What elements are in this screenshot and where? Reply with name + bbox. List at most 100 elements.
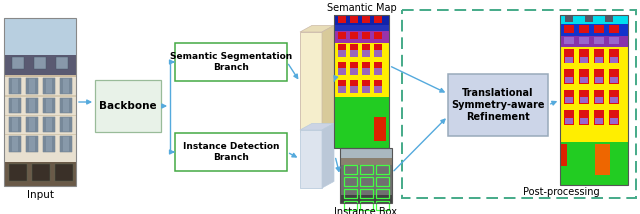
Bar	[43, 117, 55, 132]
Bar	[609, 90, 619, 104]
Bar	[26, 137, 29, 152]
Bar	[95, 80, 161, 132]
Bar	[376, 165, 389, 174]
Bar	[595, 77, 603, 83]
Bar	[52, 79, 55, 94]
Bar	[564, 37, 574, 44]
Bar	[26, 117, 29, 132]
Text: Semantic Segmentation
Branch: Semantic Segmentation Branch	[170, 52, 292, 72]
Bar	[374, 86, 382, 93]
Bar	[579, 69, 589, 84]
Bar	[595, 97, 603, 103]
Bar	[35, 137, 38, 152]
Bar	[340, 195, 392, 203]
Bar	[350, 80, 358, 86]
Bar	[340, 165, 392, 195]
Bar	[26, 98, 38, 113]
Bar	[362, 86, 370, 93]
Bar	[402, 10, 636, 198]
Bar	[35, 98, 38, 113]
Bar	[4, 115, 76, 116]
Bar	[350, 44, 358, 51]
Bar	[340, 158, 392, 165]
Bar	[560, 142, 628, 185]
Bar	[9, 117, 12, 132]
Bar	[362, 62, 370, 68]
Bar	[360, 165, 373, 174]
Bar	[579, 25, 589, 33]
Bar	[565, 118, 573, 124]
Bar	[60, 79, 72, 94]
Bar	[338, 80, 346, 86]
Bar	[175, 43, 287, 81]
Bar	[9, 98, 21, 113]
Bar	[609, 110, 619, 125]
Bar	[60, 117, 72, 132]
Bar	[4, 95, 76, 97]
Bar	[564, 49, 574, 63]
Bar	[594, 69, 604, 84]
Bar	[360, 201, 373, 210]
Bar	[565, 77, 573, 83]
Bar	[344, 201, 357, 210]
Bar	[4, 162, 76, 186]
Bar	[43, 98, 55, 113]
Bar	[43, 137, 46, 152]
Bar	[360, 189, 373, 198]
Bar	[300, 130, 322, 188]
Bar	[609, 25, 619, 33]
Bar	[35, 117, 38, 132]
Text: Translational
Symmetry-aware
Refinement: Translational Symmetry-aware Refinement	[451, 88, 545, 122]
Bar	[334, 31, 389, 43]
Bar	[35, 79, 38, 94]
Bar	[60, 137, 72, 152]
Bar	[344, 177, 357, 186]
Bar	[595, 57, 603, 63]
Bar	[565, 57, 573, 63]
Bar	[579, 90, 589, 104]
Bar	[9, 117, 21, 132]
Bar	[579, 49, 589, 63]
Bar	[374, 80, 382, 86]
Bar	[350, 86, 358, 93]
Text: Semantic Map: Semantic Map	[326, 3, 396, 13]
Bar	[9, 137, 12, 152]
Bar	[60, 137, 63, 152]
Bar	[43, 98, 46, 113]
Bar	[60, 117, 63, 132]
Text: Backbone: Backbone	[99, 101, 157, 111]
Bar	[26, 98, 29, 113]
Bar	[448, 74, 548, 136]
Bar	[561, 144, 567, 166]
Bar	[560, 15, 628, 185]
Bar	[564, 25, 574, 33]
Bar	[43, 79, 46, 94]
Polygon shape	[322, 25, 334, 132]
Bar	[350, 68, 358, 75]
Bar	[26, 79, 29, 94]
Polygon shape	[300, 123, 334, 130]
Bar	[18, 98, 21, 113]
Text: Instance Box: Instance Box	[335, 207, 397, 214]
Bar	[69, 98, 72, 113]
Bar	[374, 44, 382, 51]
Text: Post-processing: Post-processing	[523, 187, 600, 197]
Bar	[340, 148, 392, 158]
Bar	[26, 137, 38, 152]
Bar	[60, 98, 63, 113]
Bar	[52, 137, 55, 152]
Bar	[300, 32, 322, 132]
Bar	[374, 117, 386, 141]
Bar	[340, 148, 392, 203]
Bar	[585, 16, 593, 22]
Bar	[9, 79, 12, 94]
Text: Instance Detection
Branch: Instance Detection Branch	[183, 142, 279, 162]
Bar	[595, 144, 611, 175]
Bar	[376, 201, 389, 210]
Bar	[338, 16, 346, 23]
Bar	[69, 117, 72, 132]
Bar	[609, 37, 619, 44]
Bar	[610, 97, 618, 103]
Text: Input: Input	[26, 190, 54, 200]
Bar	[334, 79, 389, 97]
